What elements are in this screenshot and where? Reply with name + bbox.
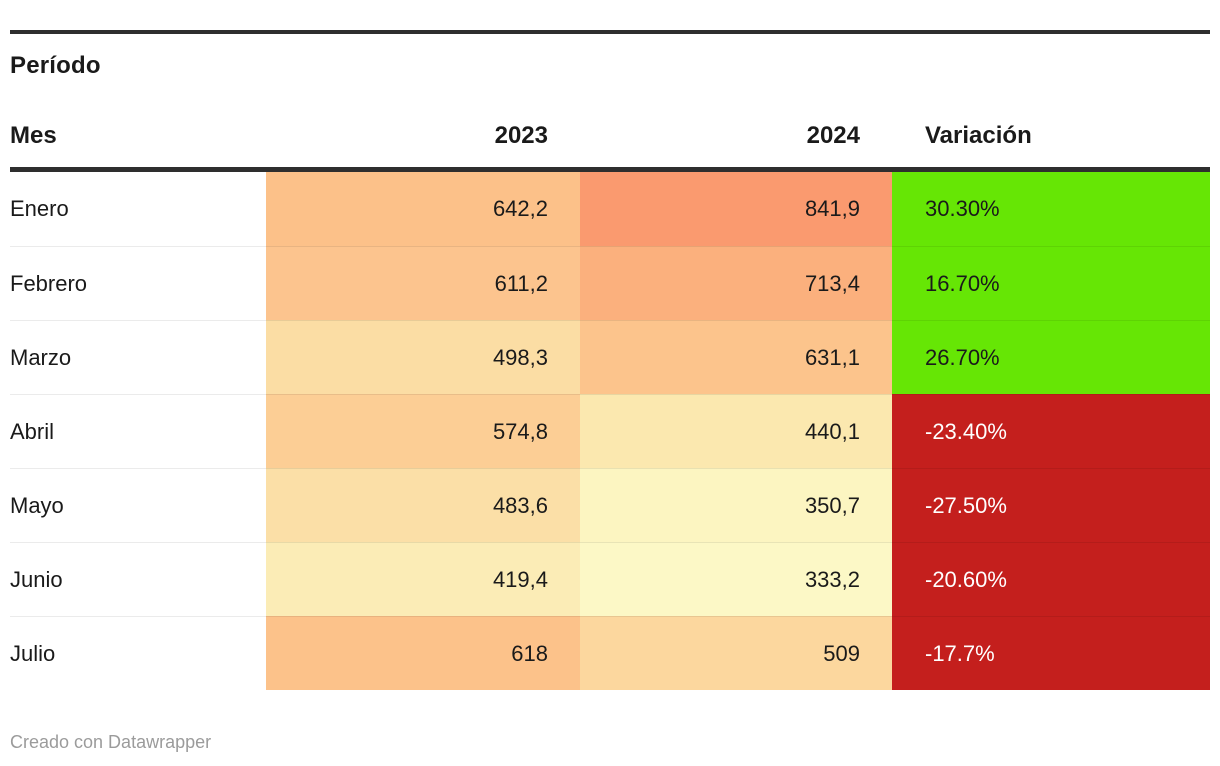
cell-mes: Mayo [10, 468, 266, 542]
column-header-2024: 2024 [806, 122, 860, 149]
cell-2024: 631,1 [580, 320, 892, 394]
cell-2023: 642,2 [266, 172, 580, 246]
table-row: Julio 618 509 -17.7% [10, 616, 1210, 690]
column-header-2023: 2023 [494, 122, 548, 149]
cell-2024: 509 [580, 616, 892, 690]
column-header-variacion: Variación [925, 122, 1032, 149]
cell-mes: Abril [10, 394, 266, 468]
cell-variacion: -23.40% [892, 394, 1210, 468]
cell-2024: 841,9 [580, 172, 892, 246]
cell-2023: 498,3 [266, 320, 580, 394]
cell-2023: 618 [266, 616, 580, 690]
cell-2023: 611,2 [266, 246, 580, 320]
table-header-row: Mes 2023 2024 Variación [10, 121, 1210, 151]
page-title: Período [10, 52, 101, 79]
table-row: Mayo 483,6 350,7 -27.50% [10, 468, 1210, 542]
cell-2024: 333,2 [580, 542, 892, 616]
cell-variacion: -20.60% [892, 542, 1210, 616]
cell-mes: Enero [10, 196, 69, 221]
cell-variacion: 30.30% [892, 172, 1210, 246]
cell-2023: 483,6 [266, 468, 580, 542]
table-body: Enero 642,2 841,9 30.30% Febrero 611,2 7… [10, 172, 1210, 690]
table-row: Junio 419,4 333,2 -20.60% [10, 542, 1210, 616]
cell-2024: 350,7 [580, 468, 892, 542]
header-rule [10, 167, 1210, 172]
cell-variacion: 16.70% [892, 246, 1210, 320]
datawrapper-table: Período Mes 2023 2024 Variación Enero 64… [0, 30, 1220, 690]
cell-2023: 574,8 [266, 394, 580, 468]
datawrapper-credit-link[interactable]: Creado con Datawrapper [10, 732, 212, 752]
table-row: Marzo 498,3 631,1 26.70% [10, 320, 1210, 394]
cell-mes: Junio [10, 542, 266, 616]
column-header-mes: Mes [10, 122, 57, 149]
cell-2024: 713,4 [580, 246, 892, 320]
cell-mes: Julio [10, 616, 266, 690]
cell-variacion: 26.70% [892, 320, 1210, 394]
cell-mes: Febrero [10, 246, 266, 320]
cell-mes: Marzo [10, 320, 266, 394]
cell-variacion: -27.50% [892, 468, 1210, 542]
cell-2024: 440,1 [580, 394, 892, 468]
table-footer: Creado con Datawrapper [0, 731, 1220, 753]
table-row: Enero 642,2 841,9 30.30% [10, 172, 1210, 246]
cell-variacion: -17.7% [892, 616, 1210, 690]
cell-2023: 419,4 [266, 542, 580, 616]
table-row: Febrero 611,2 713,4 16.70% [10, 246, 1210, 320]
top-rule [10, 30, 1210, 34]
table-row: Abril 574,8 440,1 -23.40% [10, 394, 1210, 468]
